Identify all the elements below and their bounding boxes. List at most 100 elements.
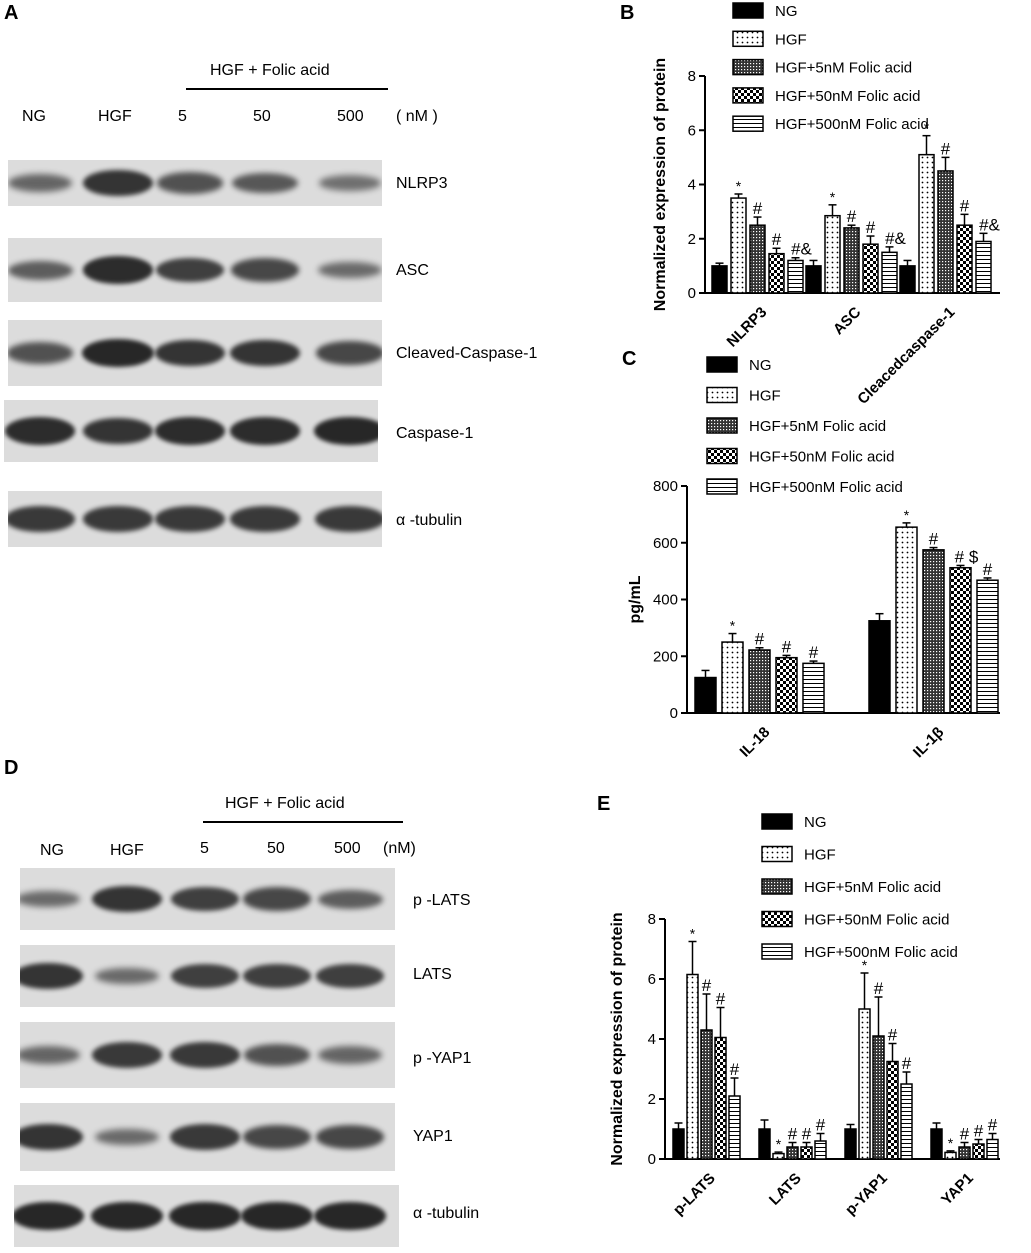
blot-a-band-1-1 [8, 174, 73, 192]
chart-b-bar-1-0 [805, 265, 822, 294]
chart-e-annotation-3-1: * [948, 1135, 954, 1151]
legend-e-entry-3: HGF+50nM Folic acid [804, 912, 949, 929]
chart-b-annotation-1-4: #& [885, 229, 906, 248]
legend-e-entry-1: HGF [804, 847, 836, 864]
chart-e-ytick-label-3: 6 [648, 971, 656, 988]
chart-e-bar-0-0 [672, 1128, 685, 1160]
blot-a-band-5-4 [230, 506, 300, 532]
chart-b-category-label-1: ASC [830, 304, 865, 339]
chart-e-ytick-label-2: 4 [648, 1031, 656, 1048]
blot-d-band-1-4 [243, 887, 311, 911]
blot-d-band-4-5 [316, 1125, 384, 1149]
legend-e-swatch-4 [761, 943, 793, 960]
blot-d-band-3-3 [170, 1042, 240, 1068]
chart-b-bar-2-2 [937, 170, 954, 294]
legend-e-swatch-3 [761, 910, 793, 928]
chart-b-annotation-2-4: #& [979, 215, 1000, 234]
chart-e-annotation-1-3: # [802, 1125, 812, 1144]
chart-e-category-label-0: p-LATS [670, 1170, 719, 1219]
chart-e-bar-1-4 [814, 1140, 827, 1160]
blot-a-label-tubulin: α -tubulin [396, 512, 463, 529]
blot-a-label-nlrp3: NLRP3 [396, 175, 448, 192]
chart-c-category-label-0: IL-18 [737, 724, 774, 761]
legend-e-swatch-0 [761, 813, 793, 830]
chart-e-bar-3-1 [944, 1151, 957, 1160]
blot-a-band-3-4 [230, 339, 300, 367]
blot-a-lane-500: 500 [337, 108, 364, 125]
chart-b-bar-0-4 [787, 259, 804, 294]
chart-e-bar-0-4 [728, 1095, 741, 1160]
blot-a-strip-3 [8, 320, 382, 386]
legend-c-swatch-0 [706, 356, 738, 373]
blot-d-band-3-1 [20, 1046, 81, 1064]
chart-b-ytick-label-3: 6 [688, 122, 696, 139]
chart-b-ytick-label-2: 4 [688, 177, 696, 194]
blot-a-treatment-header: HGF + Folic acid [210, 62, 330, 79]
blot-d-band-5-2 [91, 1201, 163, 1231]
chart-e-annotation-2-1: * [862, 957, 868, 973]
chart-b-category-label-2: Cleacedcaspase-1 [854, 304, 958, 408]
chart-b-annotation-0-3: # [772, 230, 782, 249]
chart-e-bar-1-1 [772, 1152, 785, 1160]
chart-c-bar-1-4 [976, 579, 999, 714]
blot-d-label-tubulin: α -tubulin [413, 1205, 480, 1222]
legend-b-swatch-4 [732, 115, 764, 132]
panel-label-c: C [622, 348, 637, 370]
chart-b-bar-1-3 [862, 243, 879, 294]
legend-c-entry-1: HGF [749, 388, 781, 405]
chart-e-ytick-label-4: 8 [648, 911, 656, 928]
chart-c-bar-0-3 [775, 656, 798, 714]
blot-a-unit: ( nM ) [396, 108, 438, 125]
chart-c-bar-0-1 [721, 641, 744, 714]
blot-d-unit: (nM) [383, 840, 416, 857]
blot-a-band-4-2 [83, 417, 153, 445]
blot-d-band-5-3 [169, 1201, 241, 1231]
chart-b-ytick-label-1: 2 [688, 231, 696, 248]
blot-d-strip-3 [20, 1022, 395, 1088]
chart-c-ytick-label-1: 200 [653, 648, 678, 665]
chart-b-bar-2-4 [975, 240, 992, 294]
chart-c-annotation-0-3: # [782, 637, 792, 656]
blot-a-band-4-5 [314, 416, 378, 446]
chart-e-annotation-3-2: # [960, 1125, 970, 1144]
panel-label-a: A [4, 2, 19, 24]
legend-c-entry-3: HGF+50nM Folic acid [749, 449, 894, 466]
panel-label-d: D [4, 757, 19, 779]
blot-a-label-cleaved-caspase-1: Cleaved-Caspase-1 [396, 345, 538, 362]
legend-b-entry-2: HGF+5nM Folic acid [775, 60, 912, 77]
chart-b-bar-1-4 [881, 251, 898, 294]
legend-c-swatch-1 [706, 386, 738, 404]
blot-d-band-4-1 [20, 1123, 83, 1151]
blot-a-lane-5: 5 [178, 108, 187, 125]
legend-b-swatch-0 [732, 2, 764, 19]
chart-b-annotation-0-1: * [736, 178, 742, 194]
blot-d-label-lats: LATS [413, 966, 452, 983]
chart-b-annotation-0-2: # [753, 199, 763, 218]
blot-d-header-line [203, 821, 403, 823]
legend-b-swatch-2 [732, 58, 764, 76]
blot-a-band-3-1 [8, 342, 74, 364]
chart-e-annotation-2-3: # [888, 1026, 898, 1045]
chart-b-annotation-1-2: # [847, 207, 857, 226]
chart-c-bar-1-2 [922, 549, 945, 714]
blot-a-header-line [186, 88, 388, 90]
blot-d-band-4-4 [243, 1125, 311, 1149]
chart-c-ytick-label-2: 400 [653, 592, 678, 609]
blot-d-band-4-2 [95, 1128, 159, 1146]
blot-d-band-2-5 [315, 963, 385, 989]
blot-a-band-5-5 [315, 506, 382, 532]
chart-e-bar-2-2 [872, 1035, 885, 1160]
chart-c-ytick-label-3: 600 [653, 535, 678, 552]
chart-c-ytick-label-4: 800 [653, 478, 678, 495]
blot-a-band-4-1 [4, 417, 76, 445]
blot-a-label-asc: ASC [396, 262, 429, 279]
chart-e-bar-1-0 [758, 1128, 771, 1160]
chart-b-bar-2-1 [918, 153, 935, 294]
blot-d-strip-5 [14, 1185, 399, 1247]
panel-label-e: E [597, 793, 611, 815]
legend-b-entry-0: NG [775, 3, 798, 20]
legend-b-entry-4: HGF+500nM Folic acid [775, 116, 929, 133]
legend-c-swatch-2 [706, 417, 738, 434]
chart-e-ytick-label-0: 0 [648, 1151, 656, 1168]
